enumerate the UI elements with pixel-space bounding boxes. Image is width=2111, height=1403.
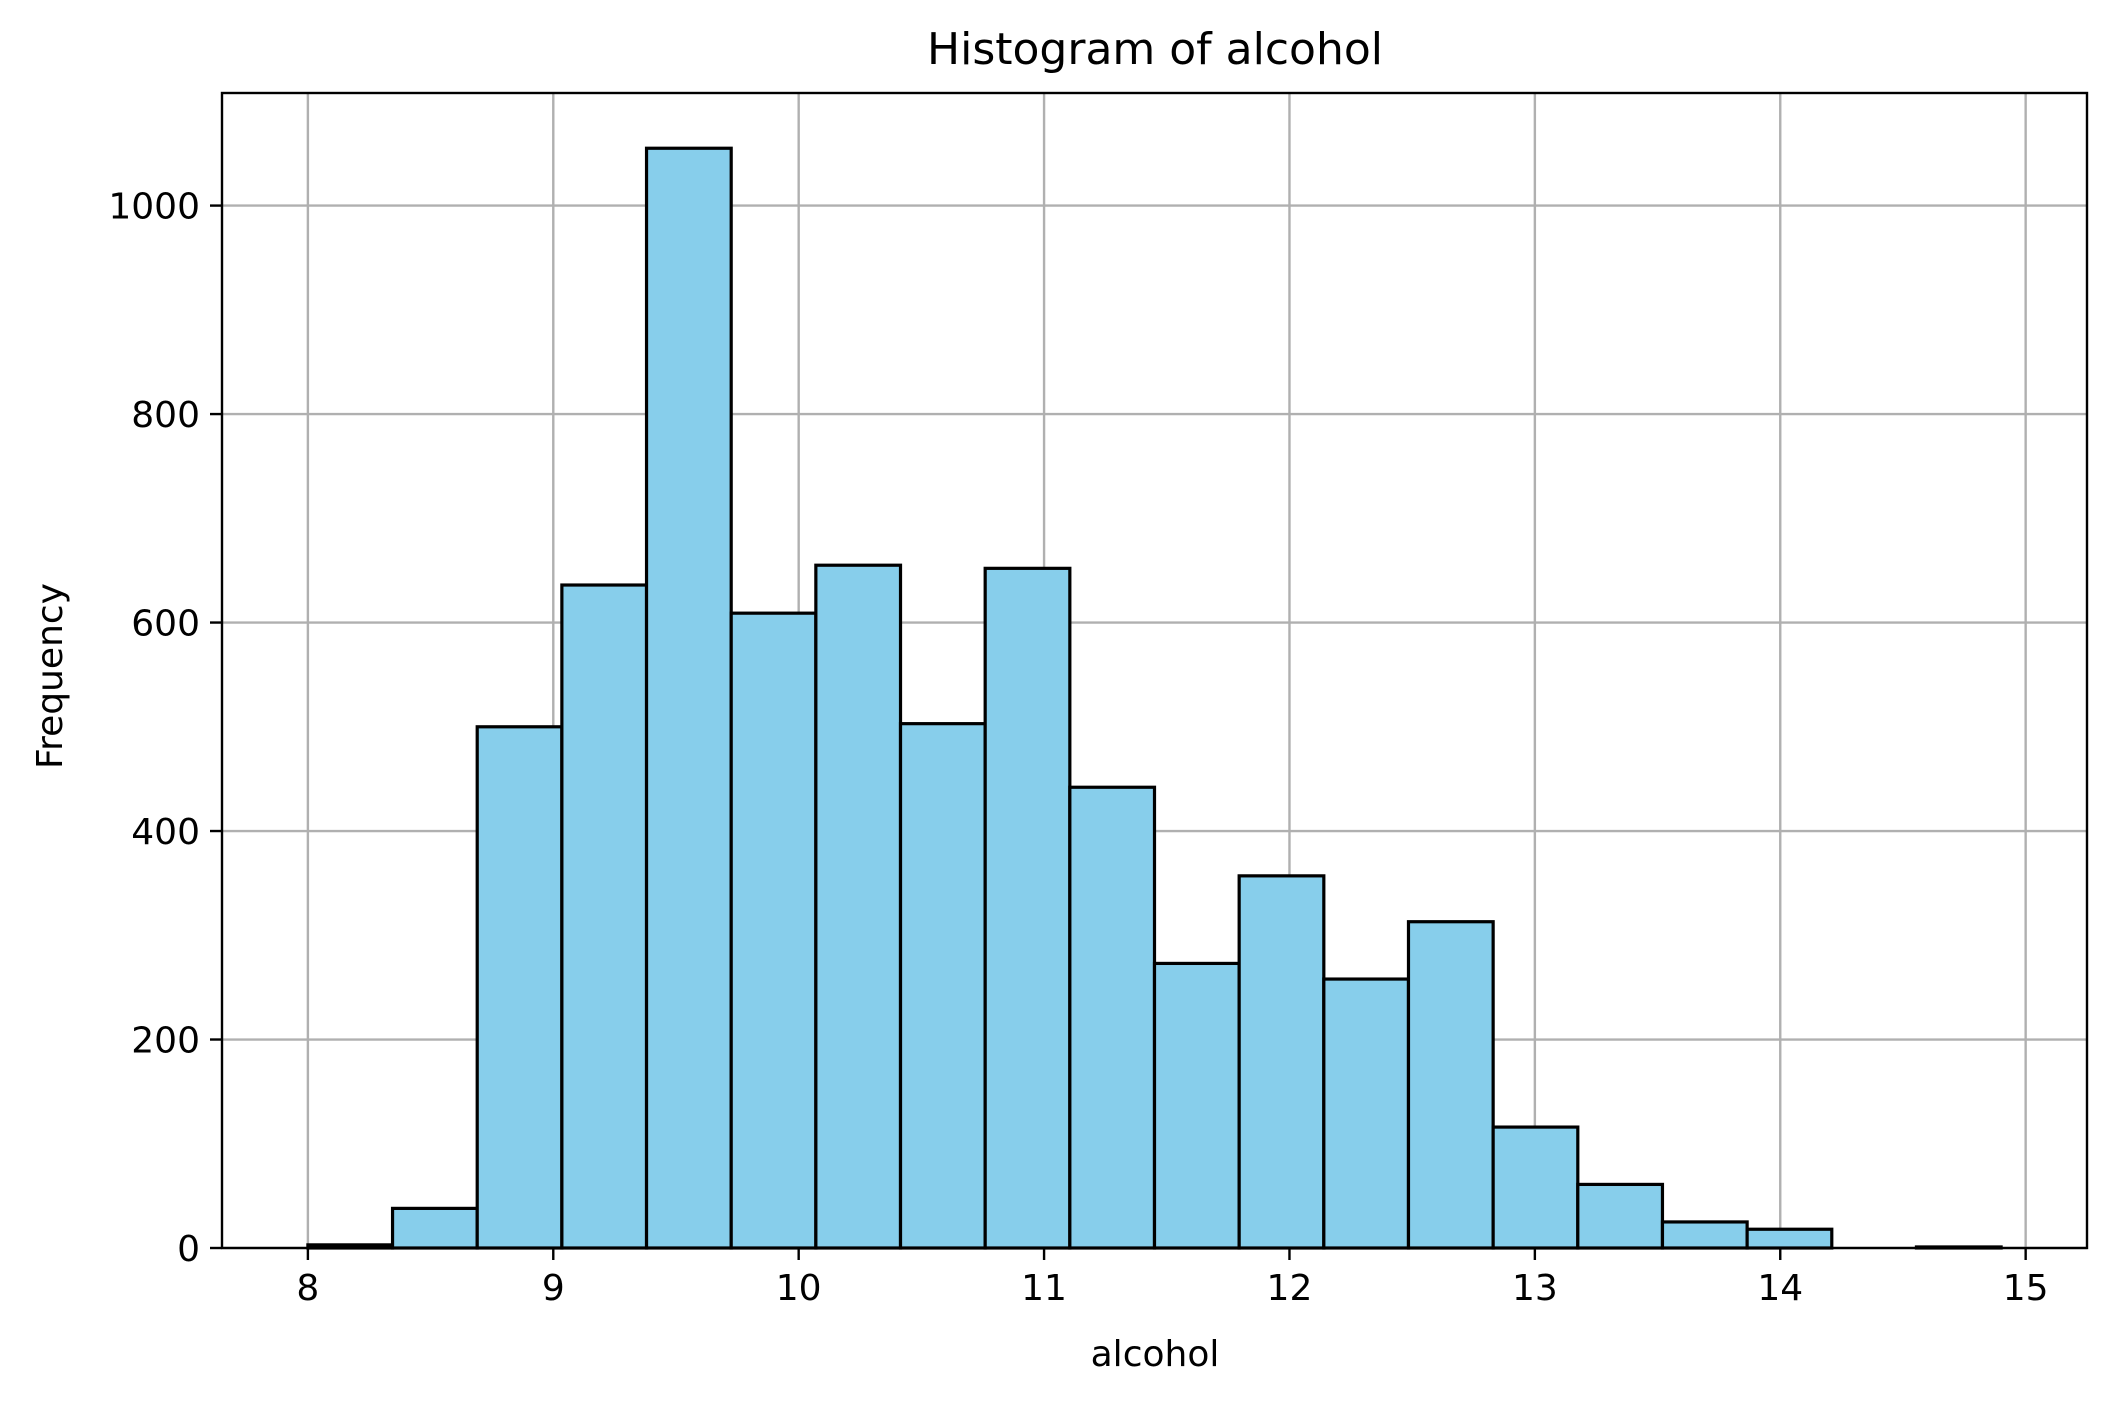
axis-ticks: 8 9 10 11 12 13 14 15 0 200 400 600 800 1000: [108, 187, 2048, 1309]
x-axis-label: alcohol: [1091, 1334, 1220, 1375]
x-tick-label: 8: [296, 1268, 319, 1309]
histogram-bar: [1237, 874, 1326, 1250]
histogram-bar: [560, 583, 649, 1250]
histogram-bar: [1406, 920, 1495, 1250]
x-tick-label: 10: [776, 1268, 822, 1309]
histogram-bar: [983, 566, 1072, 1250]
histogram-bar: [1576, 1182, 1665, 1250]
y-tick-label: 1000: [108, 187, 200, 228]
y-tick-label: 600: [131, 604, 200, 645]
histogram-bar: [1152, 961, 1241, 1250]
y-tick-label: 400: [131, 812, 200, 853]
histogram-bar: [898, 722, 987, 1250]
bars: [306, 146, 2003, 1250]
histogram-bar: [1660, 1220, 1749, 1250]
histogram-bar: [1322, 977, 1411, 1250]
histogram-bar: [644, 146, 733, 1250]
x-tick-label: 13: [1512, 1268, 1558, 1309]
histogram-bar: [1745, 1227, 1834, 1250]
histogram-bar: [729, 611, 818, 1250]
y-axis-label: Frequency: [30, 583, 71, 769]
histogram-bar: [1491, 1125, 1580, 1250]
y-tick-label: 0: [177, 1229, 200, 1270]
x-tick-label: 15: [2003, 1268, 2049, 1309]
x-tick-label: 14: [1757, 1268, 1803, 1309]
x-tick-label: 9: [542, 1268, 565, 1309]
chart-title: Histogram of alcohol: [927, 24, 1383, 75]
axes-frame: [220, 91, 2089, 1250]
histogram-bar: [475, 725, 564, 1250]
x-tick-label: 12: [1267, 1268, 1313, 1309]
y-tick-label: 200: [131, 1021, 200, 1062]
histogram-bar: [1068, 785, 1157, 1250]
histogram-bar: [814, 563, 903, 1250]
histogram-bar: [390, 1206, 479, 1250]
x-tick-label: 11: [1021, 1268, 1067, 1309]
y-tick-label: 800: [131, 395, 200, 436]
